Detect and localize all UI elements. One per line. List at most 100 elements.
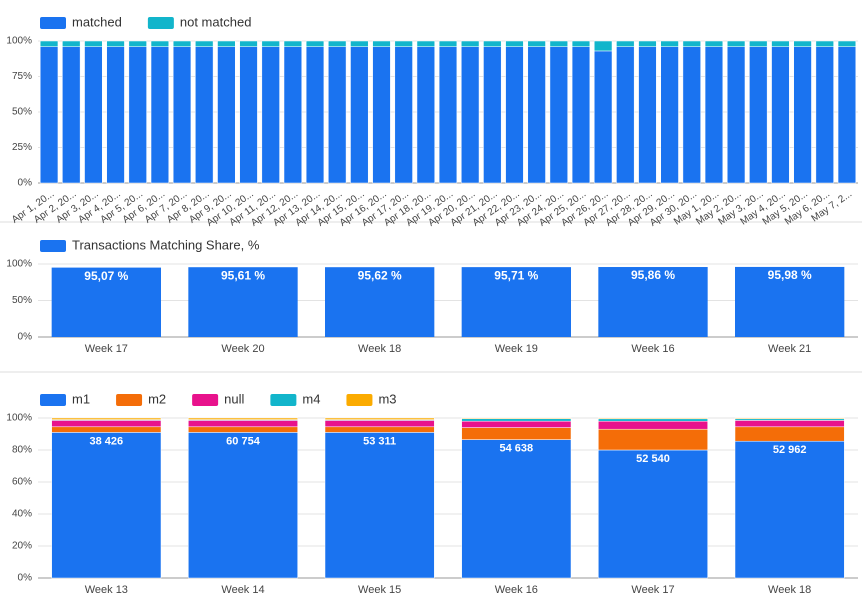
bar [128, 40, 147, 47]
bar [598, 418, 708, 422]
bar [350, 46, 369, 184]
data-label: 95,61 % [221, 268, 265, 282]
bar [394, 46, 413, 184]
bar [505, 40, 524, 47]
bar [598, 417, 708, 420]
bar [815, 46, 834, 184]
x-tick-label: Week 17 [631, 584, 674, 596]
bar [483, 40, 502, 47]
bar [461, 439, 572, 579]
legend-swatch [147, 17, 174, 29]
bar [527, 40, 546, 47]
bar [188, 417, 298, 420]
bar [324, 426, 435, 433]
bar [734, 420, 845, 428]
x-tick-label: Week 21 [768, 343, 811, 355]
bar [283, 46, 302, 184]
bar [106, 40, 125, 47]
bar [172, 46, 192, 184]
legend-label: matched [72, 14, 122, 29]
data-label: 95,71 % [494, 268, 538, 282]
bar [324, 417, 435, 420]
bar [682, 40, 701, 47]
bar [461, 427, 572, 440]
bar [188, 432, 298, 579]
bar [734, 417, 845, 420]
bar [239, 40, 258, 47]
bar [793, 46, 812, 184]
legend-label: Transactions Matching Share, % [72, 237, 260, 252]
bar [660, 46, 679, 184]
data-label: 95,86 % [631, 268, 675, 282]
bar [598, 449, 708, 579]
y-tick-label: 40% [12, 509, 32, 520]
x-tick-label: Week 20 [221, 343, 264, 355]
bar [461, 267, 571, 337]
bar [51, 417, 162, 420]
bar [62, 40, 81, 47]
x-tick-label: Week 16 [495, 584, 538, 596]
bar [549, 40, 568, 47]
bar [324, 420, 435, 428]
bar [195, 46, 214, 184]
legend-swatch [40, 240, 66, 252]
data-label: 53 311 [363, 435, 396, 447]
bar [726, 40, 746, 47]
y-tick-label: 0% [18, 178, 33, 189]
bar [84, 46, 103, 184]
x-tick-label: Week 15 [358, 584, 401, 596]
bar [150, 46, 170, 184]
bar [735, 266, 845, 337]
legend-label: null [224, 391, 244, 406]
bar [62, 46, 81, 184]
bar [616, 46, 635, 184]
x-tick-label: Week 18 [358, 343, 401, 355]
bar [372, 46, 391, 184]
y-tick-label: 0% [18, 332, 33, 343]
bar [571, 40, 591, 47]
data-label: 52 540 [636, 453, 670, 465]
legend-label: m3 [378, 391, 396, 406]
y-tick-label: 60% [12, 477, 32, 488]
x-tick-label: Week 19 [495, 343, 538, 355]
y-tick-label: 80% [12, 445, 32, 456]
bar [734, 440, 845, 579]
bar [350, 40, 369, 47]
bar [128, 46, 147, 184]
legend-swatch [116, 394, 143, 406]
bar [837, 46, 857, 184]
bar [594, 40, 613, 52]
data-label: 95,98 % [768, 268, 812, 282]
bar [217, 40, 236, 47]
bar [749, 46, 768, 184]
bar [51, 432, 162, 579]
data-label: 54 638 [500, 442, 534, 454]
data-label: 60 754 [226, 435, 261, 447]
bar [505, 46, 524, 184]
bar [438, 46, 458, 184]
x-tick-label: Week 17 [85, 343, 128, 355]
bar [771, 46, 790, 184]
legend-label: m4 [302, 391, 320, 406]
bar [51, 426, 162, 433]
x-tick-label: Week 13 [85, 584, 128, 596]
legend-swatch [346, 394, 373, 406]
bar [815, 40, 834, 47]
x-tick-label: Week 14 [221, 584, 264, 596]
bar [261, 46, 280, 184]
legend-label: not matched [180, 14, 252, 29]
bar [39, 46, 59, 184]
bar [188, 420, 298, 428]
bar [571, 46, 591, 184]
y-tick-label: 20% [12, 541, 32, 552]
bar [598, 267, 708, 337]
bar [283, 40, 302, 47]
bar [734, 426, 845, 442]
bar [394, 40, 413, 47]
bar [638, 40, 657, 47]
bar [461, 417, 572, 420]
bar [616, 40, 635, 47]
bar [549, 46, 568, 184]
bar [461, 420, 572, 428]
